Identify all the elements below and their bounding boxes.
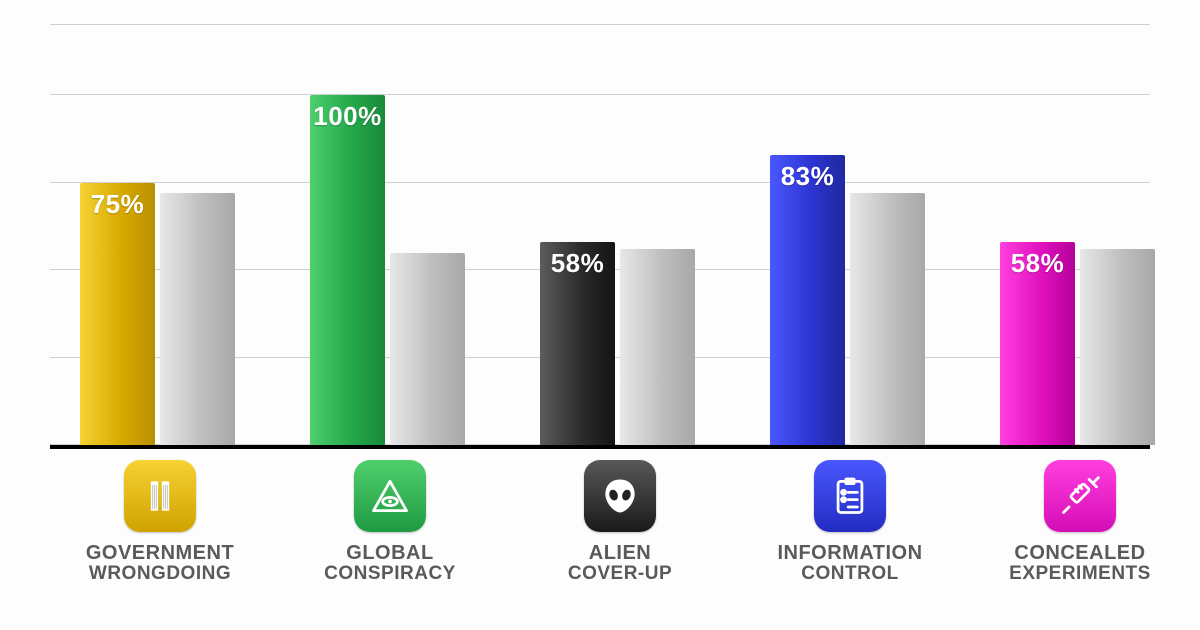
pct-label: 83% (770, 161, 845, 192)
pct-label: 58% (1000, 248, 1075, 279)
label-line2: EXPERIMENTS (970, 564, 1190, 585)
alien-head-icon (584, 460, 656, 532)
pct-label: 58% (540, 248, 615, 279)
category-label-text: GOVERNMENTWRONGDOING (50, 542, 270, 585)
gridline (50, 94, 1150, 95)
primary-bar: 58% (540, 242, 615, 445)
gridline (50, 182, 1150, 183)
secondary-bar (1080, 249, 1155, 445)
chart-stage: 75% 100% 58% 83% 58% GOVERNMENTWRONGDOING GL… (0, 0, 1200, 630)
category-label-text: INFORMATIONCONTROL (740, 542, 960, 585)
twin-towers-icon (124, 460, 196, 532)
category-label-alien-coverup: ALIENCOVER-UP (510, 460, 730, 585)
primary-bar: 75% (80, 183, 155, 446)
category-label-text: ALIENCOVER-UP (510, 542, 730, 585)
secondary-bar (620, 249, 695, 445)
label-line2: WRONGDOING (50, 564, 270, 585)
primary-bar: 58% (1000, 242, 1075, 445)
secondary-bar (160, 193, 235, 445)
primary-bar: 83% (770, 155, 845, 446)
label-line1: CONCEALED (970, 542, 1190, 564)
label-line1: GOVERNMENT (50, 542, 270, 564)
secondary-bar (850, 193, 925, 445)
clipboard-check-icon (814, 460, 886, 532)
category-label-text: GLOBALCONSPIRACY (280, 542, 500, 585)
secondary-bar (390, 253, 465, 446)
pct-label: 75% (80, 189, 155, 220)
category-label-government-wrongdoing: GOVERNMENTWRONGDOING (50, 460, 270, 585)
category-label-text: CONCEALEDEXPERIMENTS (970, 542, 1190, 585)
label-line2: CONSPIRACY (280, 564, 500, 585)
category-label-concealed-experiments: CONCEALEDEXPERIMENTS (970, 460, 1190, 585)
primary-bar: 100% (310, 95, 385, 445)
plot-area: 75% 100% 58% 83% 58% (50, 25, 1150, 445)
category-labels-row: GOVERNMENTWRONGDOING GLOBALCONSPIRACY AL… (50, 460, 1150, 630)
label-line2: COVER-UP (510, 564, 730, 585)
label-line1: INFORMATION (740, 542, 960, 564)
pct-label: 100% (310, 101, 385, 132)
syringe-icon (1044, 460, 1116, 532)
label-line1: ALIEN (510, 542, 730, 564)
category-label-information-control: INFORMATIONCONTROL (740, 460, 960, 585)
label-line1: GLOBAL (280, 542, 500, 564)
gridline (50, 24, 1150, 25)
eye-pyramid-icon (354, 460, 426, 532)
x-axis-baseline (50, 445, 1150, 449)
label-line2: CONTROL (740, 564, 960, 585)
category-label-global-conspiracy: GLOBALCONSPIRACY (280, 460, 500, 585)
